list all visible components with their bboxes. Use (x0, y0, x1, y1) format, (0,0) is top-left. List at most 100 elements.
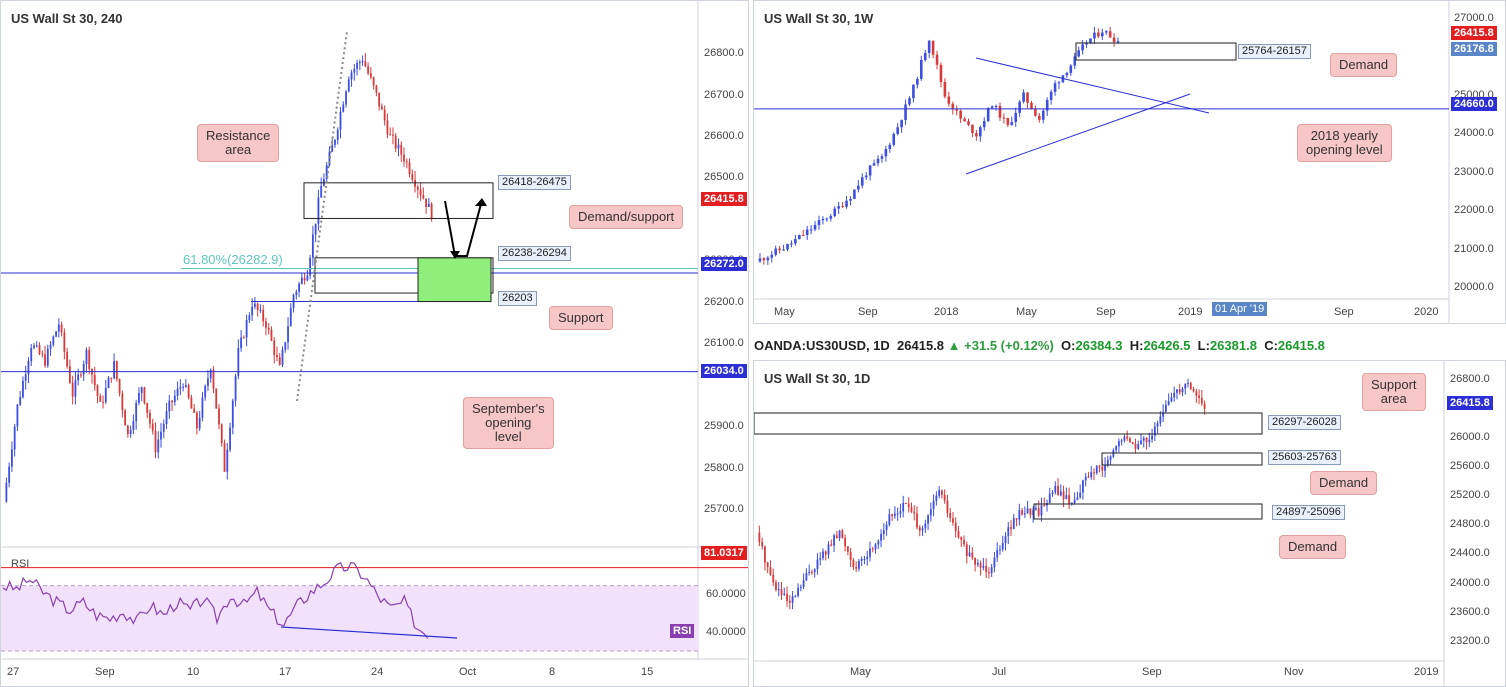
price-tick-label: 26700.0 (704, 88, 744, 101)
candle-body (411, 174, 414, 180)
candle-body (276, 355, 278, 358)
candle-body (943, 494, 946, 501)
candle-body (262, 309, 265, 322)
daily-chart-panel[interactable]: US Wall St 30, 1D 26297-26028 25603-2576… (753, 360, 1506, 687)
candle-body (935, 495, 938, 501)
candle-body (1187, 382, 1189, 384)
candle-body (912, 84, 915, 99)
candle-body (910, 507, 913, 512)
rsi-band (1, 585, 698, 651)
candle-body (115, 361, 118, 380)
candle-body (971, 124, 974, 134)
time-tick-label: Nov (1284, 666, 1304, 678)
h4-note-resistance-area: Resistance area (197, 124, 280, 162)
candle-body (857, 185, 860, 190)
candle-body (184, 384, 187, 387)
candle-body (965, 544, 968, 557)
time-tick-label: Jul (992, 666, 1007, 678)
candle-body (237, 348, 240, 376)
candle-body (1057, 82, 1061, 84)
price-tick-label: 20000.0 (1454, 281, 1494, 294)
time-tick-label: Sep (858, 306, 878, 318)
candle-body (284, 342, 287, 350)
candle-body (853, 189, 856, 199)
h4-resistance-zone (303, 182, 494, 219)
candle-body (766, 257, 770, 261)
candle-body (891, 514, 894, 516)
h4-note-sep-line1: September's (472, 401, 545, 416)
candle-body (1032, 509, 1035, 515)
weekly-chart-canvas[interactable] (754, 1, 1506, 324)
candle-body (251, 306, 254, 316)
candle-body (882, 530, 885, 535)
h4-note-demand-support: Demand/support (569, 205, 684, 229)
candle-body (863, 558, 866, 560)
daily-note-support-area: Support area (1362, 373, 1426, 411)
candle-body (19, 397, 22, 405)
candle-body (104, 387, 107, 403)
candle-body (884, 149, 888, 157)
candle-body (168, 400, 171, 412)
candle-body (151, 423, 154, 431)
candle-body (993, 557, 996, 568)
candle-body (259, 309, 262, 311)
rsi-tick-60: 60.0000 (706, 588, 746, 600)
candle-body (60, 324, 63, 333)
candle-body (240, 337, 243, 349)
weekly-chart-panel[interactable]: US Wall St 30, 1W 25764-26157 Demand 201… (753, 0, 1506, 324)
candle-body (1073, 499, 1076, 504)
candle-body (30, 347, 33, 362)
candle-body (253, 303, 256, 307)
candle-body (66, 351, 69, 367)
candle-body (223, 443, 226, 472)
candle-body (289, 308, 292, 327)
daily-chart-canvas[interactable] (754, 361, 1506, 687)
candle-body (182, 386, 185, 388)
candle-body (994, 105, 998, 107)
candle-body (979, 127, 982, 137)
candle-body (758, 258, 762, 262)
candle-body (1053, 83, 1057, 92)
candle-body (419, 189, 422, 196)
candle-body (968, 552, 971, 557)
info-high-label: H: (1129, 338, 1144, 353)
h4-arrow-head-down-icon (450, 251, 460, 259)
daily-note-support-line2: area (1380, 391, 1407, 406)
candle-body (99, 395, 102, 402)
h4-chart-canvas[interactable] (1, 1, 749, 687)
time-tick-label: 2019 (1414, 666, 1439, 678)
candle-body (1117, 441, 1120, 447)
candle-body (1085, 42, 1088, 45)
candle-body (1156, 423, 1159, 427)
candle-body (827, 544, 830, 555)
candle-body (1079, 492, 1082, 498)
candle-body (1104, 31, 1108, 33)
candle-body (52, 336, 55, 345)
candle-body (44, 354, 46, 366)
candle-body (1101, 466, 1104, 471)
candle-body (1045, 99, 1049, 111)
candle-body (1167, 401, 1170, 405)
candle-body (1170, 397, 1173, 402)
candle-body (309, 257, 312, 276)
candle-body (835, 535, 838, 538)
info-close: 26415.8 (1277, 338, 1325, 353)
candle-body (1126, 436, 1129, 439)
candle-body (1116, 41, 1120, 43)
candle-body (1200, 397, 1203, 404)
candle-body (273, 340, 276, 356)
h4-arrow-head-up-icon (475, 198, 487, 206)
candle-body (955, 109, 959, 111)
candle-body (860, 177, 864, 186)
candle-body (801, 234, 805, 236)
candle-body (1087, 476, 1090, 478)
h4-chart-panel[interactable]: US Wall St 30, 240 26418-26475 26238-262… (0, 0, 749, 687)
candle-body (314, 223, 317, 235)
candle-body (833, 535, 835, 546)
candle-body (1198, 395, 1200, 398)
candle-body (267, 327, 270, 330)
weekly-last-price-tag: 26415.8 (1451, 26, 1497, 40)
price-tick-label: 25600.0 (1450, 460, 1490, 473)
candle-body (93, 374, 96, 386)
info-symbol: OANDA:US30USD, 1D (754, 338, 890, 353)
